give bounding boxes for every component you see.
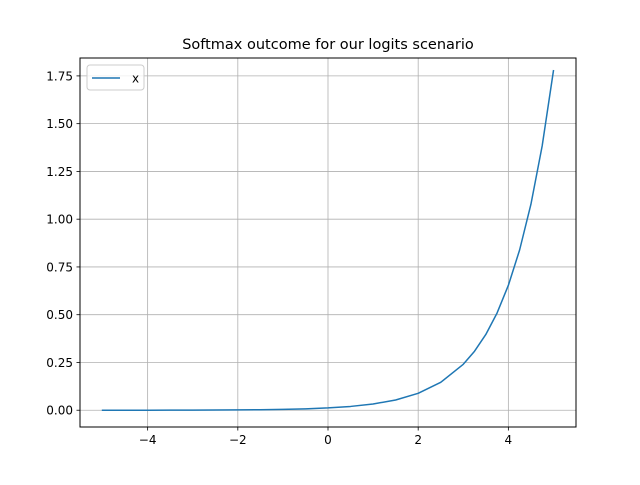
y-tick-label: 1.00 — [46, 213, 73, 227]
x-tick-label: 4 — [505, 433, 513, 447]
x-tick-label: 2 — [414, 433, 422, 447]
series-line-x — [101, 69, 555, 411]
y-tick-label: 0.00 — [46, 404, 73, 418]
x-tick-label: −4 — [139, 433, 157, 447]
y-tick-label: 1.25 — [46, 165, 73, 179]
grid — [80, 58, 576, 427]
series-layer — [101, 69, 555, 411]
axis-ticks: −4 −2 0 2 4 0.00 0.25 0.50 0.75 1.00 1.25 1.50 1.75 — [46, 69, 512, 447]
y-tick-label: 1.50 — [46, 117, 73, 131]
y-tick-label: 0.50 — [46, 308, 73, 322]
legend: x — [86, 64, 145, 91]
x-tick-label: −2 — [229, 433, 247, 447]
y-tick-label: 0.75 — [46, 260, 73, 274]
x-tick-label: 0 — [324, 433, 332, 447]
y-tick-label: 1.75 — [46, 69, 73, 83]
y-tick-label: 0.25 — [46, 356, 73, 370]
legend-label: x — [132, 72, 139, 86]
chart-title: Softmax outcome for our logits scenario — [182, 37, 474, 53]
